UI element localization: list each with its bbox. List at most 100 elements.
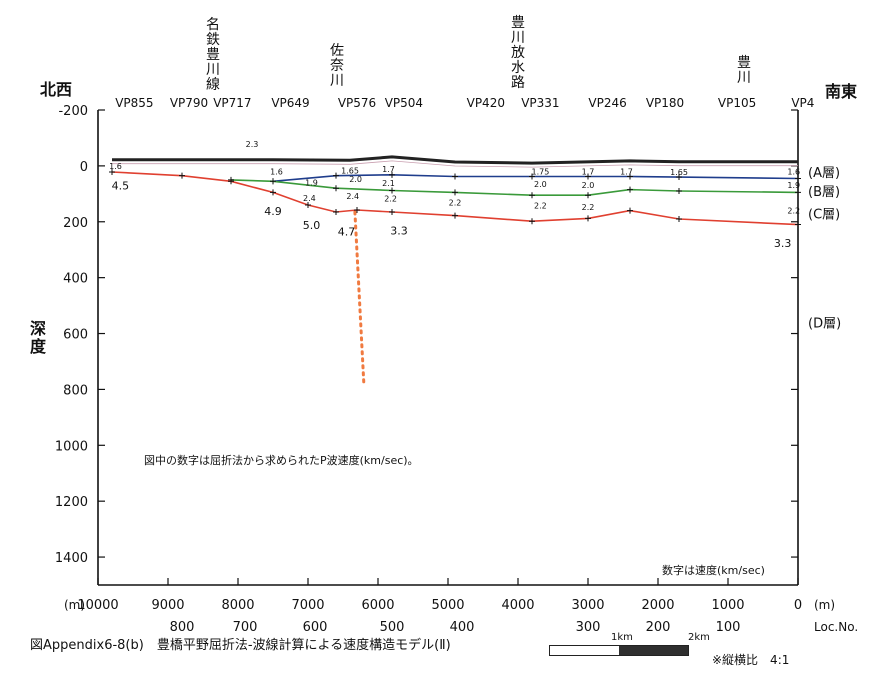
layer-label: (A層)	[808, 166, 840, 181]
vp-label: VP504	[385, 96, 423, 110]
shot-point-marker	[585, 215, 591, 222]
velocity-label: 1.9	[787, 181, 800, 190]
shot-point-marker	[795, 189, 801, 196]
x-tick-label: 4000	[501, 598, 534, 613]
velocity-label: 2.1	[382, 179, 395, 188]
direction-right-label: 南東	[825, 82, 858, 101]
velocity-label: 2.4	[303, 194, 316, 203]
shot-point-marker	[270, 178, 276, 185]
shot-point-marker	[228, 178, 234, 185]
shot-point-marker	[270, 189, 276, 196]
crossing-label-toyokawa-floodway: 豊 川 放 水 路	[511, 15, 525, 91]
velocity-unit-note: 数字は速度(km/sec)	[662, 564, 765, 577]
velocity-label: 1.7	[582, 167, 595, 176]
x-tick-label: 6000	[361, 598, 394, 613]
scale-label-1km: 1km	[611, 632, 633, 643]
shot-point-marker	[529, 192, 535, 199]
vp-label: VP420	[467, 96, 505, 110]
shot-point-marker	[795, 221, 801, 228]
y-tick-label: 200	[63, 216, 88, 231]
velocity-label: 2.4	[346, 192, 359, 201]
velocity-label: 1.9	[305, 178, 318, 187]
y-tick-label: 600	[63, 328, 88, 343]
velocity-label: 2.0	[582, 181, 595, 190]
figure-caption: 図Appendix6-8(b) 豊橋平野屈折法-波線計算による速度構造モデル(Ⅱ…	[30, 638, 451, 653]
x-tick-label: 10000	[77, 598, 118, 613]
loc-tick-label: 300	[576, 620, 601, 635]
velocity-label: 2.2	[449, 199, 462, 208]
velocity-label: 2.2	[582, 203, 595, 212]
velocity-label: 2.2	[534, 201, 547, 210]
x-tick-label: 9000	[151, 598, 184, 613]
velocity-label: 2.0	[534, 180, 547, 189]
shot-point-marker	[333, 172, 339, 179]
velocity-label: 5.0	[303, 219, 321, 232]
velocity-label: 4.9	[264, 205, 282, 218]
velocity-label: 1.7	[620, 167, 633, 176]
surface-sub-line	[112, 160, 798, 168]
shot-point-marker	[179, 172, 185, 179]
loc-tick-label: 600	[303, 620, 328, 635]
shot-point-marker	[452, 212, 458, 219]
velocity-label: 4.7	[338, 226, 356, 239]
loc-tick-label: 500	[380, 620, 405, 635]
y-tick-label: 400	[63, 272, 88, 287]
shot-point-marker	[389, 187, 395, 194]
y-tick-label: 1400	[55, 551, 88, 566]
crossing-label-sana-river: 佐 奈 川	[330, 43, 344, 89]
boundary-line-0	[112, 155, 798, 165]
velocity-label: 1.75	[531, 167, 549, 176]
y-axis-label: 深度	[29, 319, 46, 356]
x-tick-label: 7000	[291, 598, 324, 613]
y-tick-label: 1000	[55, 439, 88, 454]
x-tick-label: 3000	[571, 598, 604, 613]
shot-point-marker	[676, 215, 682, 222]
loc-tick-label: 700	[233, 620, 258, 635]
layer-label: (B層)	[808, 185, 840, 200]
shot-point-marker	[529, 173, 535, 180]
shot-point-marker	[627, 186, 633, 193]
x-unit-label-right: (m)	[814, 598, 835, 612]
boundary-line-3	[111, 171, 799, 226]
y-tick-label: 0	[80, 160, 88, 175]
shot-point-marker	[333, 185, 339, 192]
velocity-label: 3.3	[390, 224, 408, 237]
velocity-label: 1.6	[270, 167, 283, 176]
loc-tick-label: 800	[170, 620, 195, 635]
vp-label: VP331	[521, 96, 559, 110]
shot-point-marker	[585, 173, 591, 180]
shot-point-marker	[676, 188, 682, 195]
crossing-label-toyokawa: 豊 川	[737, 55, 751, 86]
shot-point-marker	[627, 207, 633, 214]
y-tick-label: -200	[58, 104, 88, 119]
loc-tick-label: 200	[646, 620, 671, 635]
vp-label: VP717	[213, 96, 251, 110]
crossing-label-meitetsu: 名 鉄 豊 川 線	[206, 17, 220, 93]
shot-point-marker	[585, 192, 591, 199]
velocity-label: 2.2	[384, 195, 397, 204]
shot-point-marker	[389, 208, 395, 215]
y-tick-label: 800	[63, 383, 88, 398]
loc-label: Loc.No.	[814, 620, 858, 634]
shot-point-marker	[452, 189, 458, 196]
x-tick-label: 1000	[711, 598, 744, 613]
vp-label: VP246	[588, 96, 626, 110]
layer-label: (D層)	[808, 316, 841, 331]
shot-point-marker	[109, 169, 115, 176]
velocity-label: 2.3	[246, 140, 259, 149]
layer-label: (C層)	[808, 207, 840, 222]
x-unit-label: (m)	[64, 598, 85, 612]
shot-point-marker	[627, 173, 633, 180]
vp-label: VP576	[338, 96, 376, 110]
boundary-line-2	[230, 179, 799, 196]
x-tick-label: 2000	[641, 598, 674, 613]
velocity-label: 1.65	[670, 168, 688, 177]
vp-label: VP105	[718, 96, 756, 110]
x-tick-label: 8000	[221, 598, 254, 613]
loc-tick-label: 100	[716, 620, 741, 635]
velocity-label: 2.0	[349, 175, 362, 184]
scale-label-2km: 2km	[688, 632, 710, 643]
vp-label: VP649	[271, 96, 309, 110]
vp-label: VP4	[791, 96, 814, 110]
